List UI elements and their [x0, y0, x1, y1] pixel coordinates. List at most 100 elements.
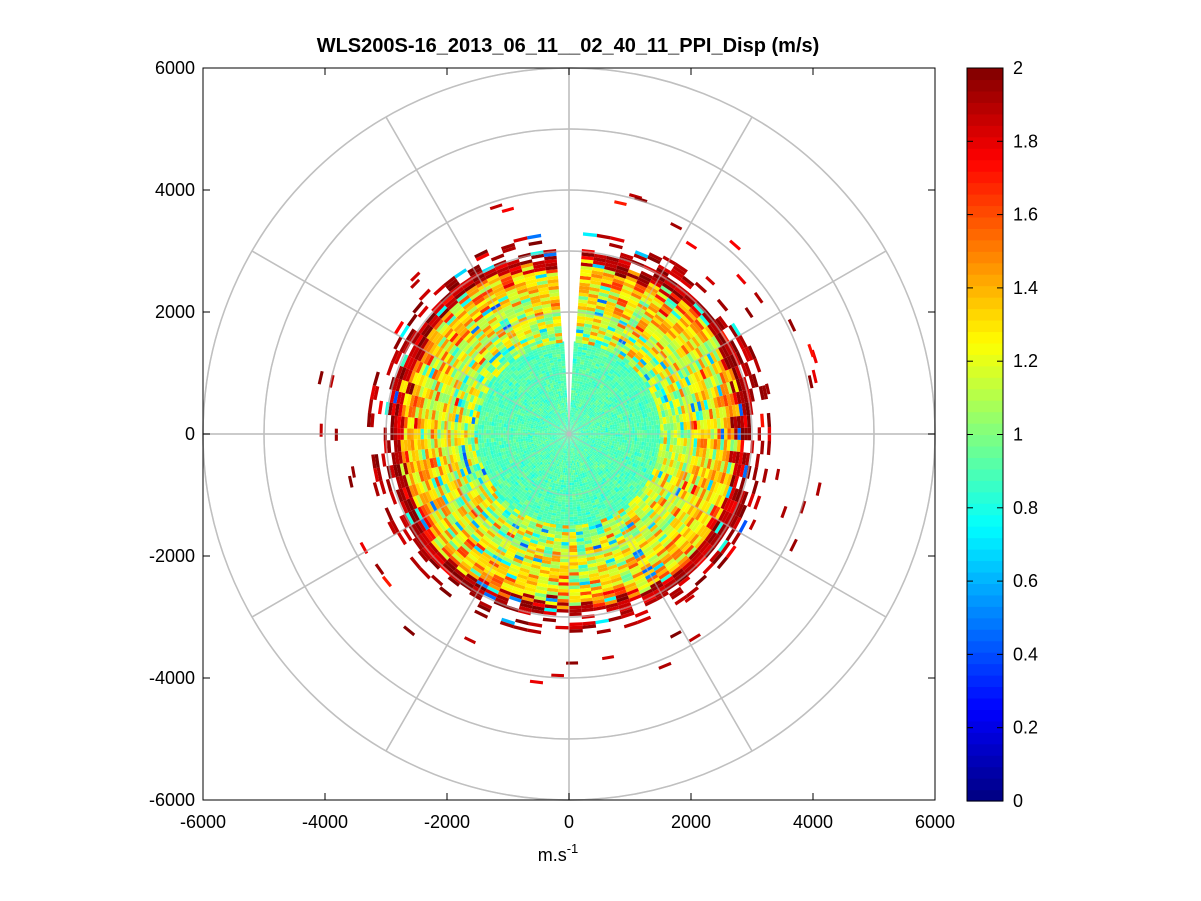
- scan-cell: [592, 427, 596, 429]
- scan-cell: [506, 460, 511, 465]
- scan-cell: [570, 414, 573, 418]
- scan-cell: [502, 400, 506, 406]
- scan-cell: [606, 444, 610, 447]
- scan-cell: [578, 409, 582, 413]
- scan-cell: [596, 369, 602, 374]
- scan-cell: [622, 372, 628, 378]
- scan-cell: [560, 410, 563, 414]
- scan-cell: [585, 430, 589, 433]
- scan-cell: [535, 523, 543, 529]
- scan-cell: [578, 478, 582, 482]
- scan-cell: [464, 423, 468, 431]
- scan-cell: [525, 332, 534, 339]
- scan-cell: [585, 428, 588, 430]
- scan-cell: [462, 452, 468, 461]
- scan-cell: [572, 504, 577, 508]
- scan-cell: [589, 415, 593, 419]
- scan-cell: [466, 466, 472, 475]
- scan-cell: [557, 506, 562, 510]
- scan-cell: [611, 385, 616, 390]
- scan-cell: [614, 472, 619, 477]
- scan-cell: [559, 521, 565, 525]
- scan-cell: [581, 434, 584, 436]
- scan-cell: [561, 424, 564, 427]
- scan-cell: [613, 418, 617, 422]
- scan-cell: [560, 516, 565, 520]
- scan-cell: [606, 347, 614, 354]
- scan-cell: [582, 382, 586, 386]
- scan-cell: [659, 456, 665, 465]
- scan-cell: [609, 424, 613, 428]
- scan-cell: [566, 419, 568, 422]
- scan-cell: [615, 375, 620, 380]
- scan-cell: [584, 360, 589, 364]
- scan-cell: [501, 476, 506, 482]
- scan-cell: [572, 414, 575, 418]
- scan-cell: [581, 432, 584, 434]
- scan-cell: [613, 370, 619, 376]
- scan-cell: [599, 452, 603, 456]
- scan-cell: [613, 529, 622, 536]
- scan-cell: [570, 417, 572, 420]
- scan-cell: [560, 449, 563, 452]
- scan-cell: [571, 390, 574, 393]
- scan-cell: [573, 460, 576, 463]
- scan-cell: [535, 417, 539, 421]
- scan-cell: [555, 483, 559, 487]
- scan-cell: [540, 331, 548, 337]
- scan-cell: [631, 405, 636, 410]
- scan-cell: [541, 349, 547, 353]
- scan-cell: [583, 487, 588, 491]
- scan-cell: [571, 482, 575, 486]
- scan-cell: [481, 434, 484, 439]
- scan-cell: [580, 379, 584, 383]
- scan-cell: [560, 472, 563, 475]
- scan-cell: [556, 351, 561, 355]
- scan-cell: [540, 506, 545, 511]
- scan-cell: [555, 391, 559, 395]
- scan-cell: [550, 426, 554, 428]
- scan-cell: [572, 428, 575, 431]
- scan-cell: [495, 410, 500, 416]
- scan-cell: [556, 508, 562, 512]
- scan-cell: [514, 447, 518, 452]
- scan-cell: [557, 381, 561, 384]
- scan-cell: [503, 475, 508, 480]
- scan-cell: [622, 389, 627, 394]
- scan-cell: [613, 421, 617, 425]
- scan-cell: [581, 523, 589, 528]
- scan-cell: [594, 490, 599, 495]
- scan-cell: [496, 377, 501, 383]
- scan-cell: [542, 500, 548, 504]
- scan-cell: [594, 373, 599, 378]
- scan-cell: [537, 513, 543, 518]
- scan-cell: [591, 502, 597, 506]
- scan-cell: [570, 422, 572, 425]
- scan-cell: [634, 423, 637, 428]
- scan-cell: [572, 470, 576, 473]
- scan-cell: [455, 406, 461, 415]
- scan-cell: [616, 469, 621, 474]
- scan-cell: [583, 500, 588, 504]
- scan-cell: [501, 419, 505, 424]
- scan-cell: [566, 453, 568, 456]
- scan-cell: [528, 440, 531, 443]
- scan-cell: [632, 375, 638, 381]
- scan-cell: [612, 470, 617, 475]
- scan-cell: [590, 436, 594, 438]
- scan-cell: [610, 483, 615, 488]
- scan-cell: [585, 465, 589, 469]
- scan-cell: [584, 444, 588, 447]
- scan-cell: [487, 464, 491, 470]
- scan-cell: [486, 506, 494, 515]
- scan-cell: [528, 414, 532, 418]
- scan-cell: [528, 416, 532, 420]
- scan-cell: [530, 423, 534, 427]
- scan-cell: [576, 443, 579, 446]
- scan-cell: [680, 422, 684, 431]
- scan-cell: [588, 483, 592, 487]
- scan-cell: [468, 444, 473, 452]
- scan-cell: [508, 504, 516, 511]
- scan-cell: [508, 357, 516, 364]
- scan-cell: [573, 452, 575, 456]
